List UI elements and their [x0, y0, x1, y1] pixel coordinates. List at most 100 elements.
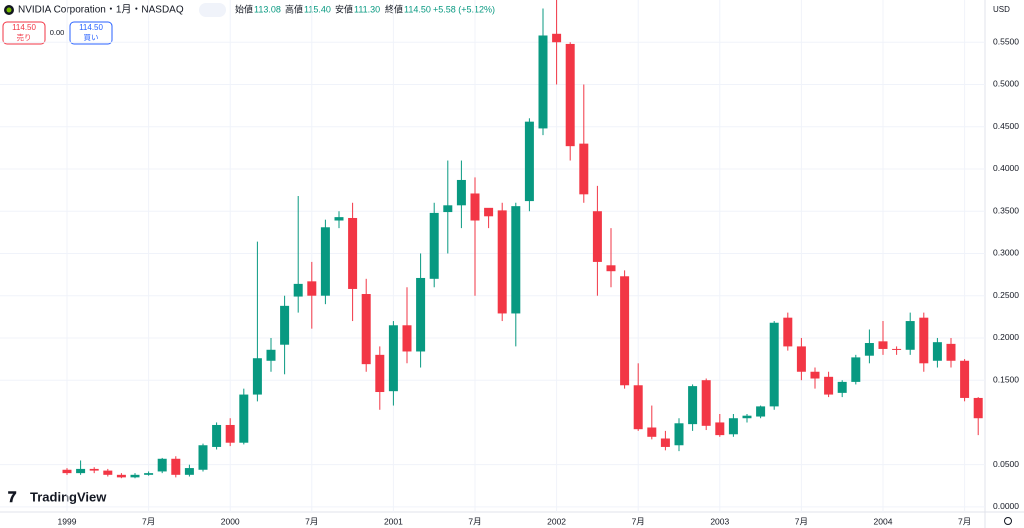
candle [171, 456, 181, 478]
candle [688, 384, 698, 431]
candle-body [620, 276, 630, 386]
candle [388, 321, 398, 406]
candle [511, 202, 521, 347]
candle [266, 337, 276, 372]
candle [783, 312, 793, 351]
candle [280, 295, 290, 375]
x-tick-label: 2002 [547, 516, 566, 526]
candle-body [157, 458, 167, 472]
sell-price: 114.50 [12, 23, 36, 32]
candle-body [62, 469, 72, 474]
candle [212, 422, 222, 450]
candle [484, 207, 494, 229]
candle-body [728, 418, 738, 435]
candle [742, 413, 752, 423]
candle-body [266, 349, 276, 361]
candle [252, 241, 262, 402]
candle [456, 160, 466, 229]
candle-body [973, 397, 983, 419]
ohlc-label: 安値 [335, 3, 353, 14]
x-tick-label: 2004 [874, 516, 893, 526]
candle-body [810, 371, 820, 379]
chart-title: NVIDIA Corporation・1月・NASDAQ [18, 4, 184, 16]
x-tick-label: 2003 [710, 516, 729, 526]
candle [946, 337, 956, 368]
candle [592, 185, 602, 296]
candle-body [348, 217, 358, 289]
ohlc-label: 高値 [285, 3, 303, 14]
candle-body [198, 445, 208, 470]
spread: 0.00 [50, 28, 65, 37]
candle [579, 84, 589, 203]
candle [307, 261, 317, 329]
candle [402, 287, 412, 364]
ohlc-value: 111.30 [354, 4, 380, 14]
candle-body [905, 321, 915, 350]
candle [892, 346, 902, 355]
candle [960, 359, 970, 402]
buy-label: 買い [84, 33, 99, 42]
candle-body [579, 143, 589, 195]
x-tick-label: 7月 [795, 516, 808, 526]
candle-body [416, 277, 426, 352]
candle-body [470, 193, 480, 221]
candle-body [960, 360, 970, 398]
sell-button[interactable] [2, 21, 46, 45]
candle [470, 177, 480, 296]
candle-body [212, 424, 222, 447]
settings-icon[interactable] [1004, 517, 1012, 525]
candle-body [293, 283, 303, 297]
symbol-logo-inner [6, 7, 12, 13]
candle [864, 329, 874, 364]
candle [633, 363, 643, 431]
indicator-toggle[interactable] [199, 3, 226, 17]
candle-body [633, 385, 643, 430]
currency[interactable]: USD [993, 5, 1010, 14]
candle [184, 464, 194, 477]
candle-body [184, 468, 194, 475]
y-tick-label: 0.5500 [993, 36, 1019, 46]
candle [905, 312, 915, 355]
brand-mark: 𝟕 [8, 489, 17, 506]
candle [606, 228, 616, 288]
candle-body [130, 474, 140, 478]
candle-body [252, 358, 262, 395]
candle [837, 380, 847, 398]
candle-body [647, 427, 657, 437]
ohlc-value: 114.50 [404, 4, 431, 14]
candle-body [171, 458, 181, 475]
candle-body [144, 473, 154, 475]
x-tick-label: 7月 [305, 516, 318, 526]
y-tick-label: 0.2500 [993, 290, 1019, 300]
candle-body [824, 376, 834, 395]
candle [660, 430, 670, 451]
candle [538, 8, 548, 136]
candle-body [674, 423, 684, 446]
candle [89, 467, 99, 474]
candle-body [701, 380, 711, 426]
candle-body [456, 179, 466, 206]
candle [116, 473, 126, 479]
candle-body [715, 422, 725, 436]
candle-body [497, 210, 507, 314]
candle [375, 346, 385, 410]
y-tick-label: 0.4500 [993, 121, 1019, 131]
candle-body [280, 305, 290, 345]
y-tick-label: 0.3500 [993, 205, 1019, 215]
candle-body [742, 415, 752, 419]
candle-body [851, 357, 861, 382]
ohlc-value: 115.40 [304, 4, 331, 14]
candle-body [429, 212, 439, 279]
candle-body [388, 325, 398, 392]
candle [130, 473, 140, 479]
candle [552, 0, 562, 85]
x-tick-label: 7月 [142, 516, 155, 526]
candle [429, 202, 439, 288]
buy-button[interactable] [69, 21, 113, 45]
candle-body [878, 341, 888, 349]
candle [851, 354, 861, 385]
x-tick-label: 7月 [632, 516, 645, 526]
candle [144, 471, 154, 476]
candle-body [524, 121, 534, 202]
candle-body [892, 348, 902, 350]
